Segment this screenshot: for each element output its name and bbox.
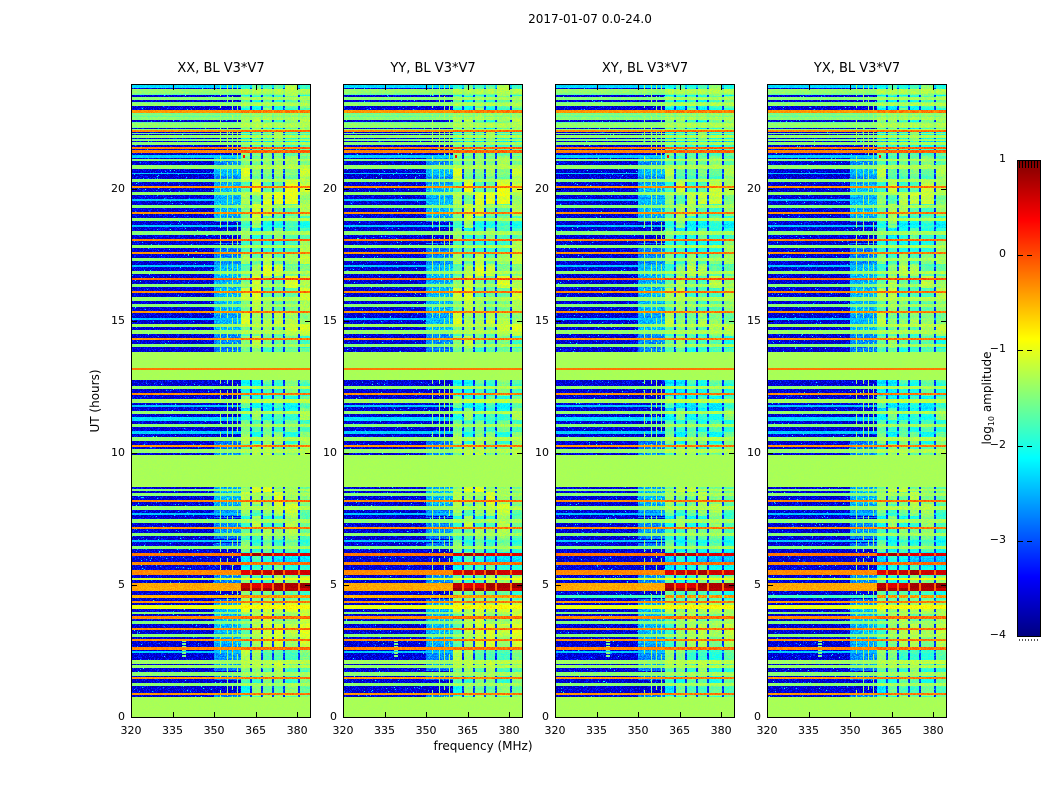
x-tick-label: 365 [669, 724, 691, 737]
panel-title-xx: XX, BL V3*V7 [177, 61, 265, 76]
colorbar-tick-label: −2 [989, 437, 1006, 451]
y-tick-label: 20 [747, 181, 761, 195]
y-tick-label: 15 [323, 313, 337, 327]
x-tick-label: 350 [627, 724, 649, 737]
y-tick-label: 15 [535, 313, 549, 327]
colorbar-tick-label: −1 [989, 342, 1006, 356]
colorbar-label: log10 amplitude [979, 351, 997, 445]
x-tick-label: 350 [203, 724, 225, 737]
x-tick-label: 365 [881, 724, 903, 737]
figure-title: 2017-01-07 0.0-24.0 [528, 12, 652, 26]
colorbar [1017, 160, 1041, 642]
panel-heatmap-yy [343, 84, 523, 718]
x-tick-label: 365 [245, 724, 267, 737]
x-tick-label: 350 [415, 724, 437, 737]
y-tick-label: 0 [330, 710, 337, 723]
x-tick-label: 335 [374, 724, 396, 737]
panel-heatmap-xy [555, 84, 735, 718]
x-tick-label: 320 [332, 724, 354, 737]
x-tick-label: 380 [710, 724, 732, 737]
y-tick-label: 5 [542, 577, 549, 591]
y-tick-label: 20 [111, 181, 125, 195]
y-tick-label: 5 [118, 577, 125, 591]
colorbar-tick-label: −3 [989, 532, 1006, 546]
colorbar-tick-label: 1 [999, 152, 1006, 165]
x-tick-label: 335 [798, 724, 820, 737]
y-tick-label: 5 [754, 577, 761, 591]
y-axis-label: UT (hours) [88, 369, 102, 433]
x-tick-label: 380 [286, 724, 308, 737]
colorbar-tick-label: −4 [989, 628, 1006, 641]
x-tick-label: 380 [498, 724, 520, 737]
y-tick-label: 5 [330, 577, 337, 591]
y-tick-label: 15 [747, 313, 761, 327]
y-tick-label: 10 [535, 445, 549, 459]
x-tick-label: 380 [922, 724, 944, 737]
y-tick-label: 15 [111, 313, 125, 327]
x-axis-label: frequency (MHz) [433, 739, 533, 753]
y-tick-label: 10 [747, 445, 761, 459]
panel-title-yx: YX, BL V3*V7 [813, 61, 901, 76]
panel-heatmap-xx [131, 84, 311, 718]
x-tick-label: 335 [162, 724, 184, 737]
panel-title-yy: YY, BL V3*V7 [390, 61, 476, 76]
panel-title-xy: XY, BL V3*V7 [601, 61, 689, 76]
x-tick-label: 350 [839, 724, 861, 737]
x-tick-label: 335 [586, 724, 608, 737]
x-tick-label: 320 [756, 724, 778, 737]
x-tick-label: 320 [120, 724, 142, 737]
x-tick-label: 320 [544, 724, 566, 737]
y-tick-label: 0 [118, 710, 125, 723]
y-tick-label: 20 [323, 181, 337, 195]
panel-heatmap-yx [767, 84, 947, 718]
colorbar-tick-label: 0 [999, 247, 1006, 261]
y-tick-label: 10 [111, 445, 125, 459]
y-tick-label: 0 [542, 710, 549, 723]
y-tick-label: 20 [535, 181, 549, 195]
y-tick-label: 0 [754, 710, 761, 723]
y-tick-label: 10 [323, 445, 337, 459]
x-tick-label: 365 [457, 724, 479, 737]
